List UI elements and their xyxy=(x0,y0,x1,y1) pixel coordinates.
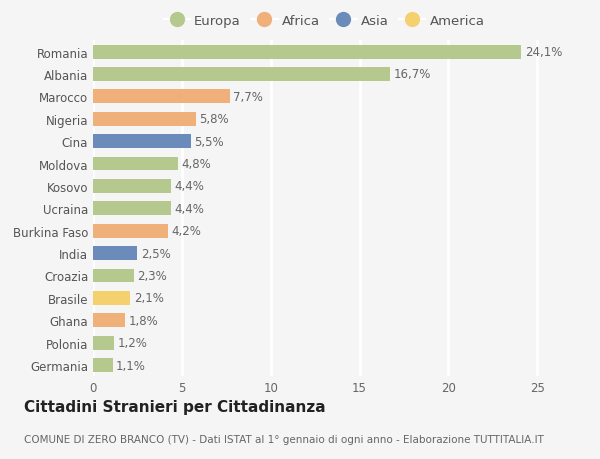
Text: 4,4%: 4,4% xyxy=(175,202,205,215)
Bar xyxy=(93,135,191,149)
Bar xyxy=(93,157,178,171)
Bar xyxy=(93,358,113,372)
Bar xyxy=(93,179,171,193)
Text: 1,2%: 1,2% xyxy=(118,336,148,349)
Bar xyxy=(93,90,230,104)
Text: 1,8%: 1,8% xyxy=(128,314,158,327)
Text: 2,3%: 2,3% xyxy=(137,269,167,282)
Bar xyxy=(93,269,134,283)
Bar xyxy=(93,246,137,260)
Bar xyxy=(93,45,521,59)
Bar xyxy=(93,112,196,126)
Text: 1,1%: 1,1% xyxy=(116,359,146,372)
Text: 4,8%: 4,8% xyxy=(182,158,212,171)
Bar xyxy=(93,336,115,350)
Text: 5,5%: 5,5% xyxy=(194,135,224,148)
Text: 24,1%: 24,1% xyxy=(525,46,562,59)
Bar xyxy=(93,291,130,305)
Text: Cittadini Stranieri per Cittadinanza: Cittadini Stranieri per Cittadinanza xyxy=(24,399,326,414)
Text: 7,7%: 7,7% xyxy=(233,91,263,104)
Text: 4,2%: 4,2% xyxy=(171,225,201,238)
Text: 5,8%: 5,8% xyxy=(200,113,229,126)
Bar xyxy=(93,68,390,82)
Text: 2,5%: 2,5% xyxy=(141,247,171,260)
Bar xyxy=(93,202,171,216)
Bar xyxy=(93,313,125,327)
Text: 16,7%: 16,7% xyxy=(394,68,431,81)
Text: 4,4%: 4,4% xyxy=(175,180,205,193)
Text: COMUNE DI ZERO BRANCO (TV) - Dati ISTAT al 1° gennaio di ogni anno - Elaborazion: COMUNE DI ZERO BRANCO (TV) - Dati ISTAT … xyxy=(24,434,544,444)
Text: 2,1%: 2,1% xyxy=(134,292,164,305)
Legend: Europa, Africa, Asia, America: Europa, Africa, Asia, America xyxy=(164,15,484,28)
Bar xyxy=(93,224,167,238)
